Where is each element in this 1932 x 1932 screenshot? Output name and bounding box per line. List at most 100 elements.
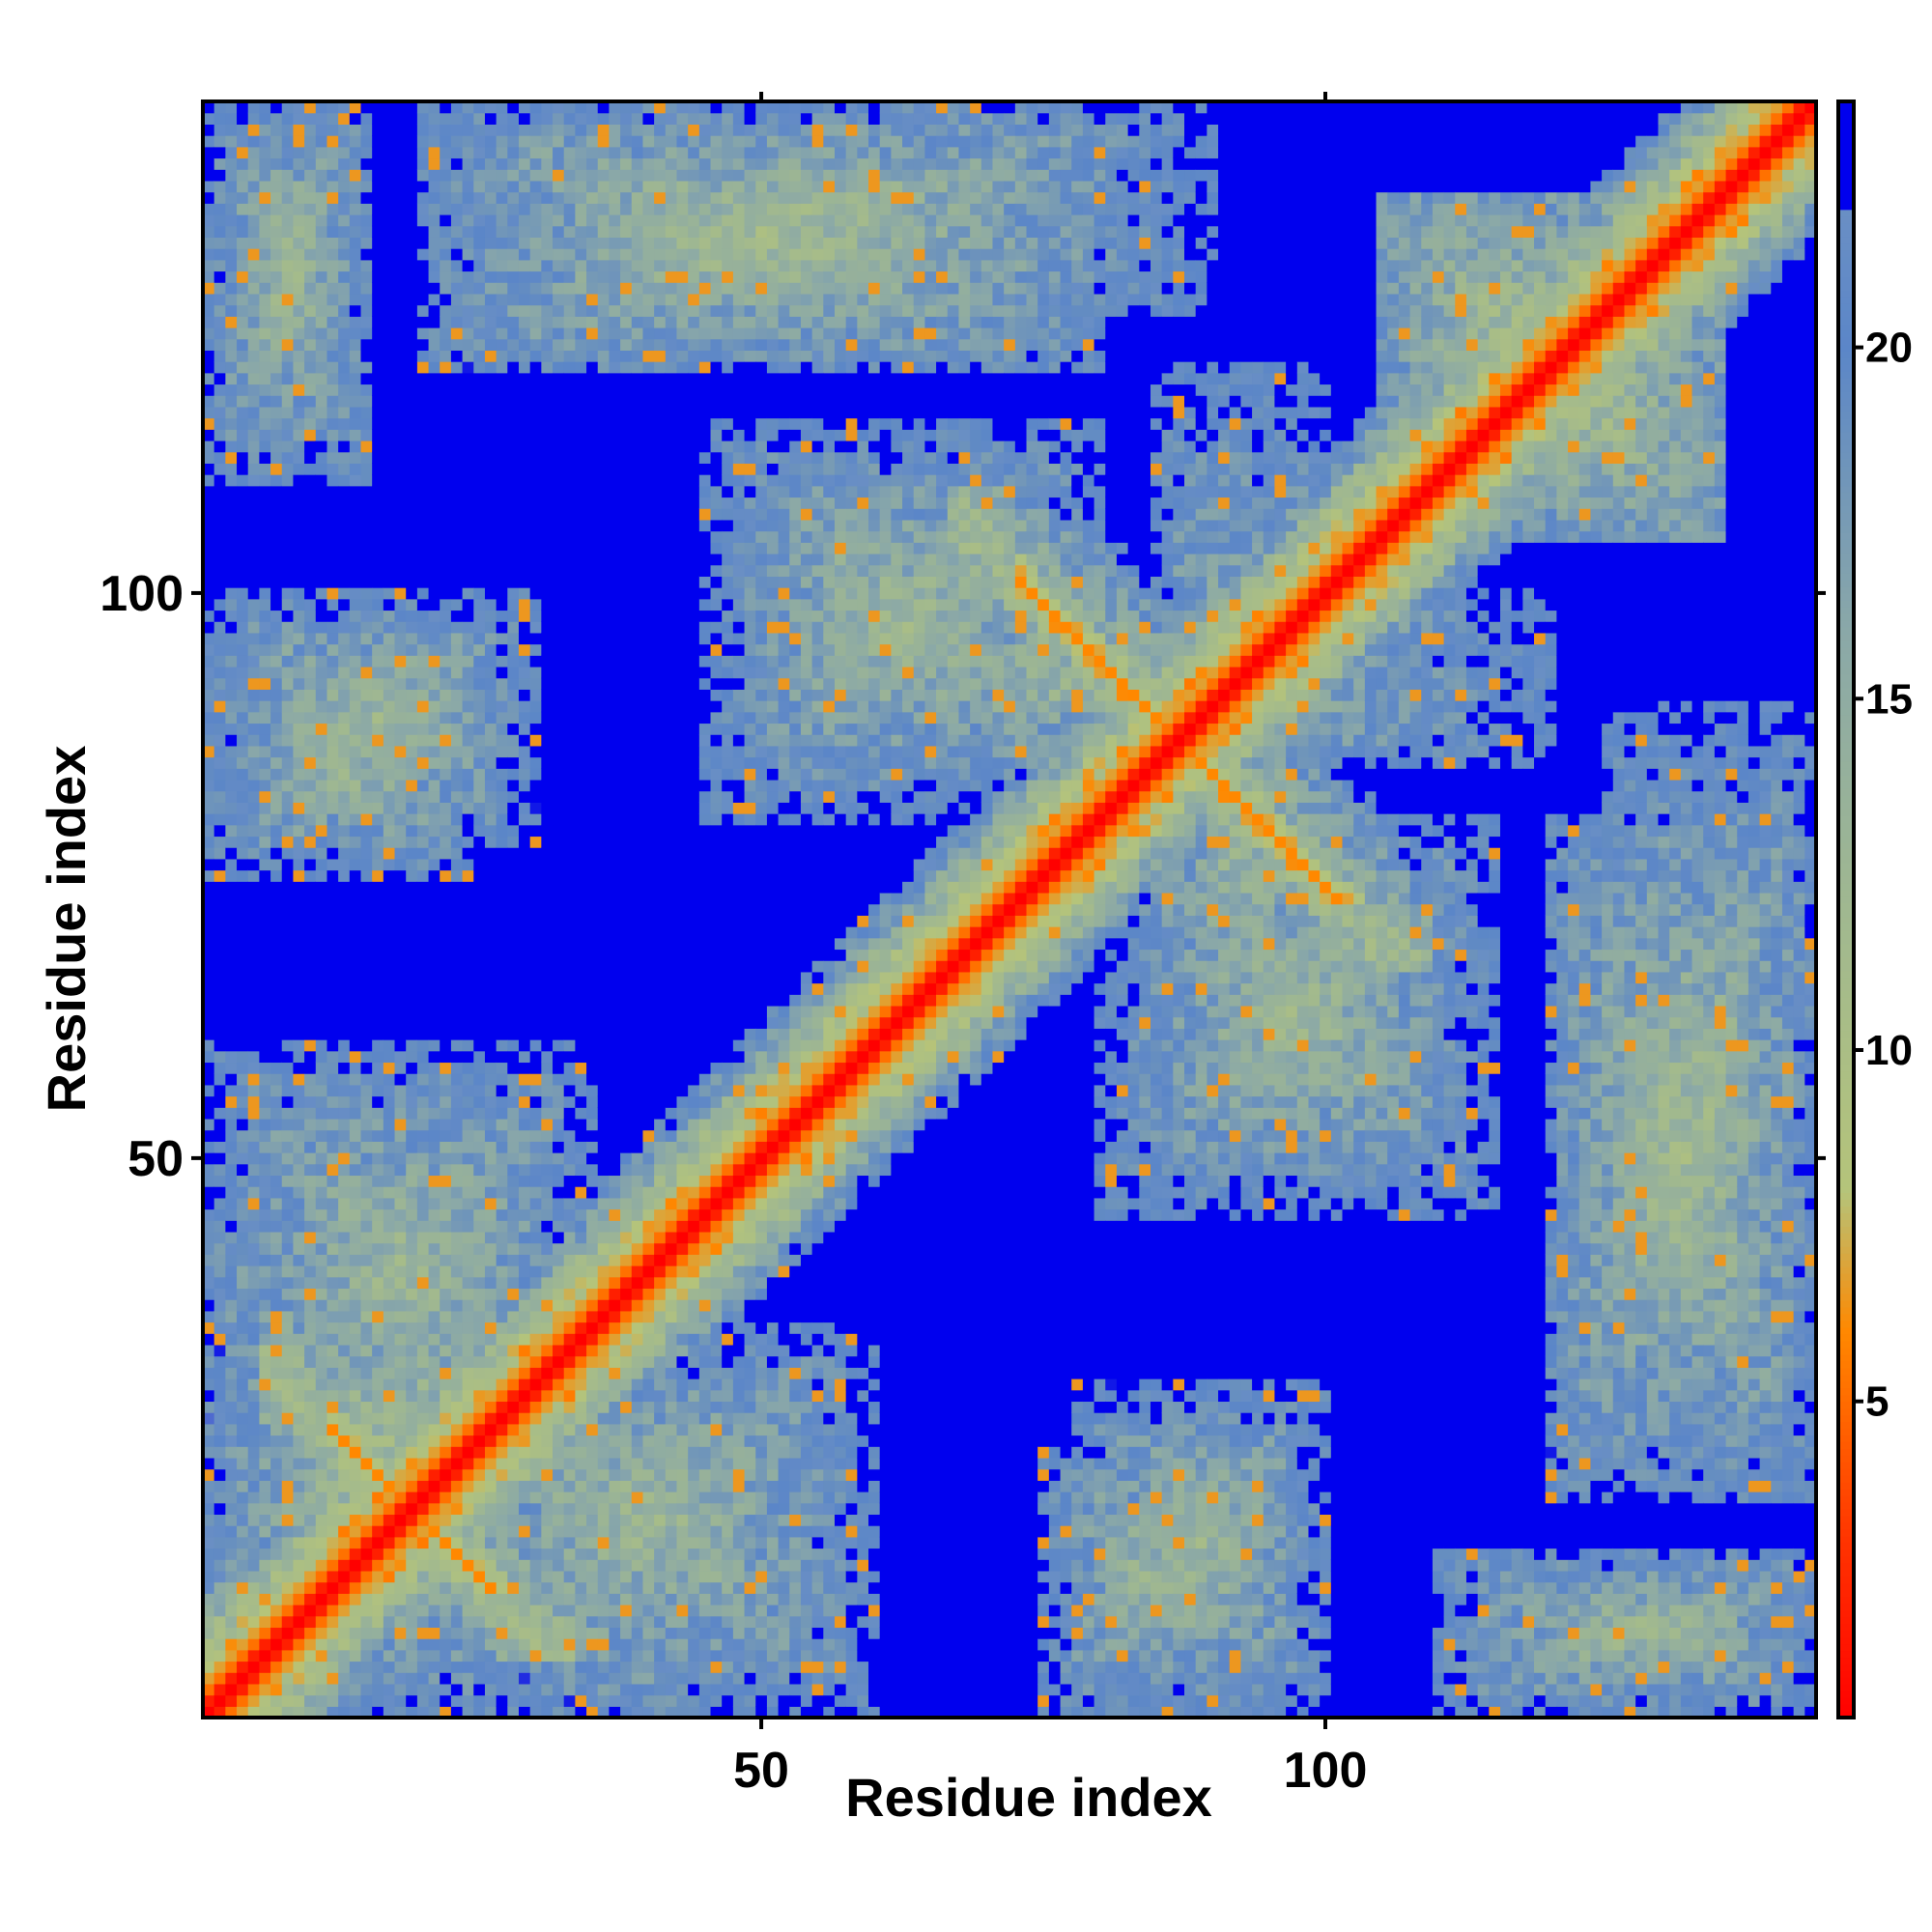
heatmap-cell xyxy=(395,1311,407,1322)
heatmap-cell xyxy=(586,384,598,395)
heatmap-cell xyxy=(417,565,429,577)
heatmap-cell xyxy=(530,1096,542,1108)
heatmap-cell xyxy=(237,599,248,611)
heatmap-cell xyxy=(361,214,373,226)
heatmap-cell xyxy=(463,327,474,339)
heatmap-cell xyxy=(463,621,474,633)
heatmap-cell xyxy=(384,1571,395,1582)
heatmap-cell xyxy=(530,1480,542,1492)
heatmap-cell xyxy=(473,1006,485,1017)
heatmap-cell xyxy=(395,1458,407,1469)
heatmap-cell xyxy=(497,847,508,859)
heatmap-cell xyxy=(270,1243,282,1255)
heatmap-cell xyxy=(372,1232,384,1243)
heatmap-cell xyxy=(417,621,429,633)
heatmap-cell xyxy=(327,1209,338,1221)
heatmap-cell xyxy=(575,836,586,847)
heatmap-cell xyxy=(282,847,294,859)
heatmap-cell xyxy=(214,1232,226,1243)
heatmap-cell xyxy=(384,667,395,678)
heatmap-cell xyxy=(361,1684,373,1695)
heatmap-cell xyxy=(282,938,294,950)
heatmap-cell xyxy=(541,1650,553,1662)
heatmap-cell xyxy=(282,1571,294,1582)
heatmap-cell xyxy=(417,689,429,700)
heatmap-cell xyxy=(417,1514,429,1525)
heatmap-cell xyxy=(327,1695,338,1707)
heatmap-cell xyxy=(384,1605,395,1616)
heatmap-cell xyxy=(361,655,373,667)
heatmap-cell xyxy=(293,1367,304,1378)
heatmap-cell xyxy=(473,1525,485,1537)
heatmap-cell xyxy=(429,1107,440,1119)
heatmap-cell xyxy=(575,1288,586,1299)
heatmap-cell xyxy=(406,1288,417,1299)
heatmap-cell xyxy=(304,1627,316,1638)
heatmap-cell xyxy=(417,859,429,870)
heatmap-cell xyxy=(564,497,576,508)
heatmap-cell xyxy=(225,1695,237,1707)
heatmap-cell xyxy=(384,373,395,384)
heatmap-cell xyxy=(293,1537,304,1548)
heatmap-cell xyxy=(497,1593,508,1605)
heatmap-cell xyxy=(519,554,530,565)
heatmap-cell xyxy=(361,327,373,339)
heatmap-cell xyxy=(451,1073,463,1085)
heatmap-cell xyxy=(530,825,542,837)
heatmap-cell xyxy=(338,1073,350,1085)
heatmap-cell xyxy=(497,1684,508,1695)
heatmap-cell xyxy=(304,407,316,418)
heatmap-cell xyxy=(316,960,327,972)
heatmap-cell xyxy=(338,192,350,204)
heatmap-cell xyxy=(564,395,576,407)
heatmap-cell xyxy=(361,576,373,587)
heatmap-cell xyxy=(327,384,338,395)
heatmap-cell xyxy=(586,1186,598,1198)
heatmap-cell xyxy=(507,1198,519,1209)
heatmap-cell xyxy=(530,1051,542,1063)
heatmap-cell xyxy=(270,791,282,803)
heatmap-cell xyxy=(316,1130,327,1142)
heatmap-cell xyxy=(237,203,248,214)
heatmap-cell xyxy=(338,836,350,847)
heatmap-cell xyxy=(282,1198,294,1209)
heatmap-cell xyxy=(440,1017,451,1029)
heatmap-cell xyxy=(440,214,451,226)
heatmap-cell xyxy=(473,1390,485,1402)
heatmap-cell xyxy=(429,994,440,1006)
heatmap-cell xyxy=(564,1175,576,1186)
heatmap-cell xyxy=(384,610,395,621)
heatmap-cell xyxy=(473,983,485,995)
heatmap-cell xyxy=(451,1220,463,1232)
heatmap-cell xyxy=(282,972,294,983)
heatmap-cell xyxy=(214,599,226,611)
heatmap-cell xyxy=(350,1559,361,1571)
heatmap-cell xyxy=(497,497,508,508)
heatmap-cell xyxy=(417,1582,429,1594)
heatmap-cell xyxy=(473,1492,485,1503)
heatmap-cell xyxy=(248,949,260,960)
heatmap-cell xyxy=(214,1130,226,1142)
heatmap-cell xyxy=(530,531,542,543)
heatmap-cell xyxy=(237,1232,248,1243)
heatmap-cell xyxy=(327,757,338,769)
heatmap-cell xyxy=(316,1345,327,1356)
heatmap-cell xyxy=(507,791,519,803)
heatmap-cell xyxy=(248,1096,260,1108)
heatmap-cell xyxy=(237,689,248,700)
heatmap-cell xyxy=(270,1684,282,1695)
heatmap-cell xyxy=(417,497,429,508)
heatmap-cell xyxy=(395,1333,407,1345)
heatmap-cell xyxy=(507,576,519,587)
heatmap-cell xyxy=(395,576,407,587)
heatmap-cell xyxy=(530,1028,542,1039)
heatmap-cell xyxy=(485,1220,497,1232)
heatmap-cell xyxy=(395,214,407,226)
heatmap-cell xyxy=(541,1107,553,1119)
heatmap-cell xyxy=(586,1435,598,1447)
heatmap-cell xyxy=(361,746,373,757)
heatmap-cell xyxy=(327,542,338,554)
heatmap-cell xyxy=(497,452,508,464)
heatmap-cell xyxy=(429,1073,440,1085)
heatmap-cell xyxy=(327,124,338,135)
